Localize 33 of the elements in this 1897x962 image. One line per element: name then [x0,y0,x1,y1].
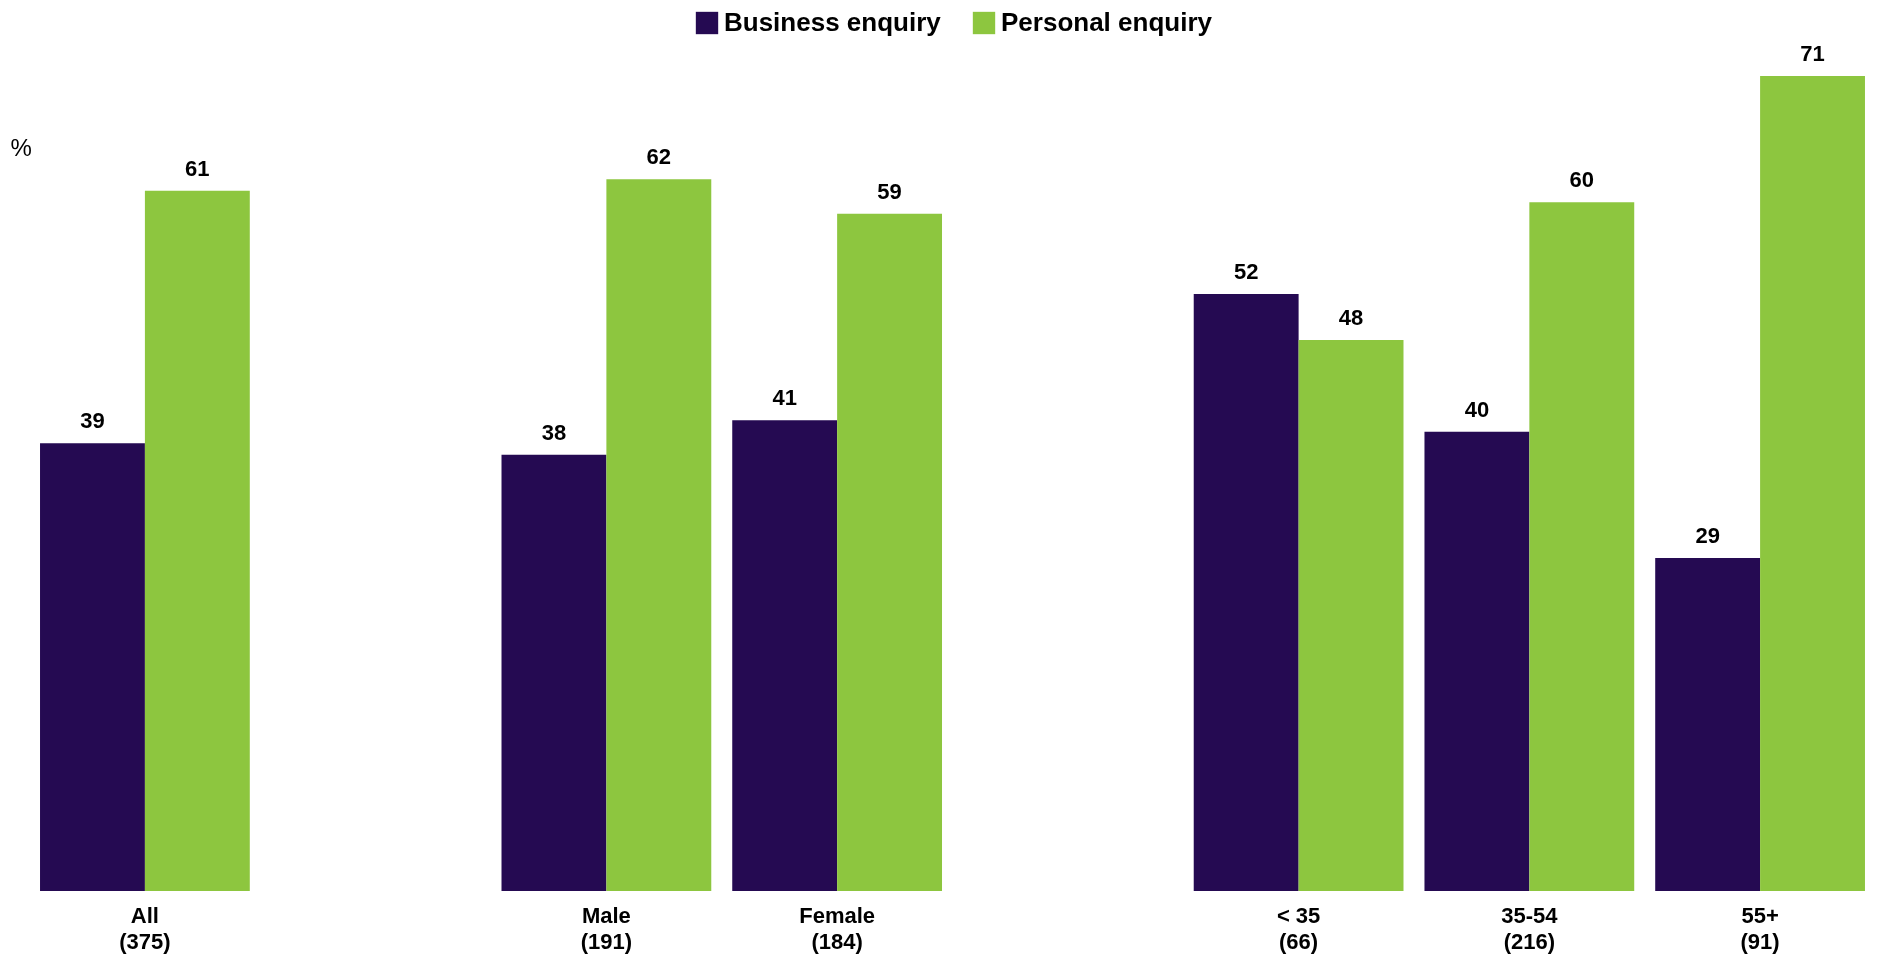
y-axis-title: % [10,133,32,161]
data-label: 48 [1338,305,1364,331]
bar [732,420,838,891]
data-label: 62 [646,144,672,170]
data-label: 71 [1800,41,1825,66]
data-label: 60 [1569,167,1595,193]
data-label: 39 [80,408,105,434]
x-tick-label: 55+ (91) [1740,902,1780,954]
bar [1193,294,1299,891]
x-tick-label: < 35 (66) [1276,902,1321,954]
bar [606,179,712,891]
bar [1424,431,1530,891]
legend-label: Personal enquiry [1001,7,1213,37]
bar [1655,558,1761,891]
bar [144,190,250,891]
bar [837,213,943,891]
data-label: 41 [772,385,797,411]
x-tick-label: Female (184) [799,902,876,954]
bar [1298,340,1404,891]
x-tick-label: Male (191) [580,902,633,954]
data-label: 61 [185,155,210,181]
bar [1760,76,1865,891]
data-label: 29 [1695,523,1720,549]
bar [1529,202,1635,891]
x-tick-label: 35-54 (216) [1501,902,1559,954]
bar [501,454,607,891]
x-tick-label: All (375) [119,902,171,954]
data-label: 52 [1233,259,1259,285]
legend-label: Business enquiry [724,7,942,37]
data-label: 40 [1464,396,1490,422]
bar [40,443,145,891]
data-label: 38 [541,419,567,445]
data-label: 59 [877,178,902,204]
